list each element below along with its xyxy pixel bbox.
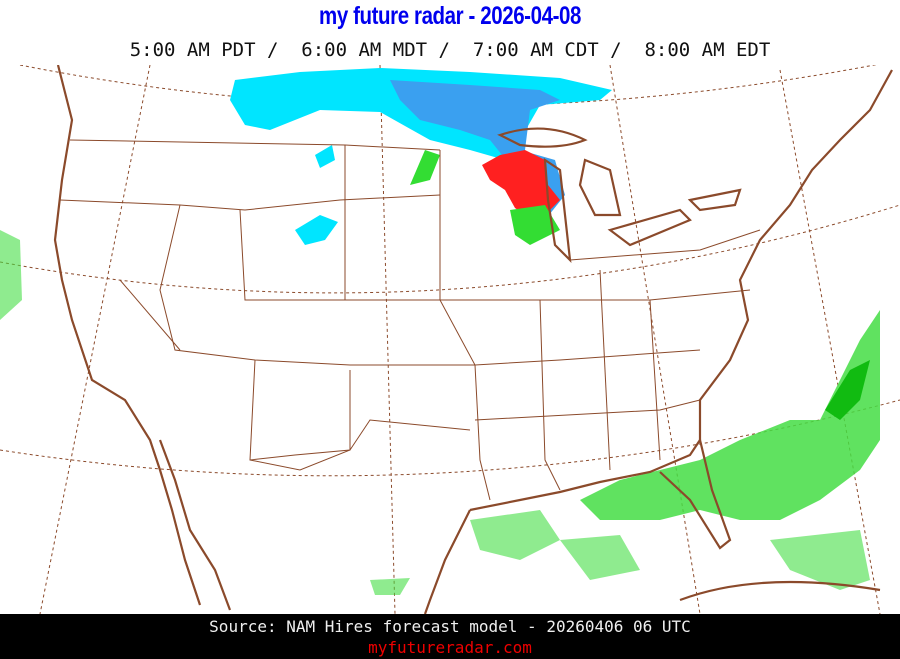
rain-area-southeast <box>580 310 880 520</box>
site-link[interactable]: myfutureradar.com <box>368 638 532 657</box>
page-title: my future radar - 2026-04-08 <box>319 2 581 30</box>
rain-area-gulf <box>0 230 870 595</box>
forecast-time: 5:00 AM PDT / 6:00 AM MDT / 7:00 AM CDT … <box>129 39 771 61</box>
snow-area-2 <box>295 215 338 245</box>
great-lakes <box>497 127 742 263</box>
source-caption: Source: NAM Hires forecast model - 20260… <box>209 617 691 636</box>
coastlines-and-borders <box>53 65 893 614</box>
rain-area-heavy-se <box>825 360 870 420</box>
footer: Source: NAM Hires forecast model - 20260… <box>0 614 900 659</box>
state-borders <box>59 139 761 501</box>
radar-precip <box>0 68 880 595</box>
rain-area-plains <box>410 150 560 245</box>
radar-map[interactable] <box>0 65 900 614</box>
graticule <box>0 65 900 614</box>
snow-area-3 <box>315 145 335 168</box>
heavy-rain-area <box>482 150 560 218</box>
